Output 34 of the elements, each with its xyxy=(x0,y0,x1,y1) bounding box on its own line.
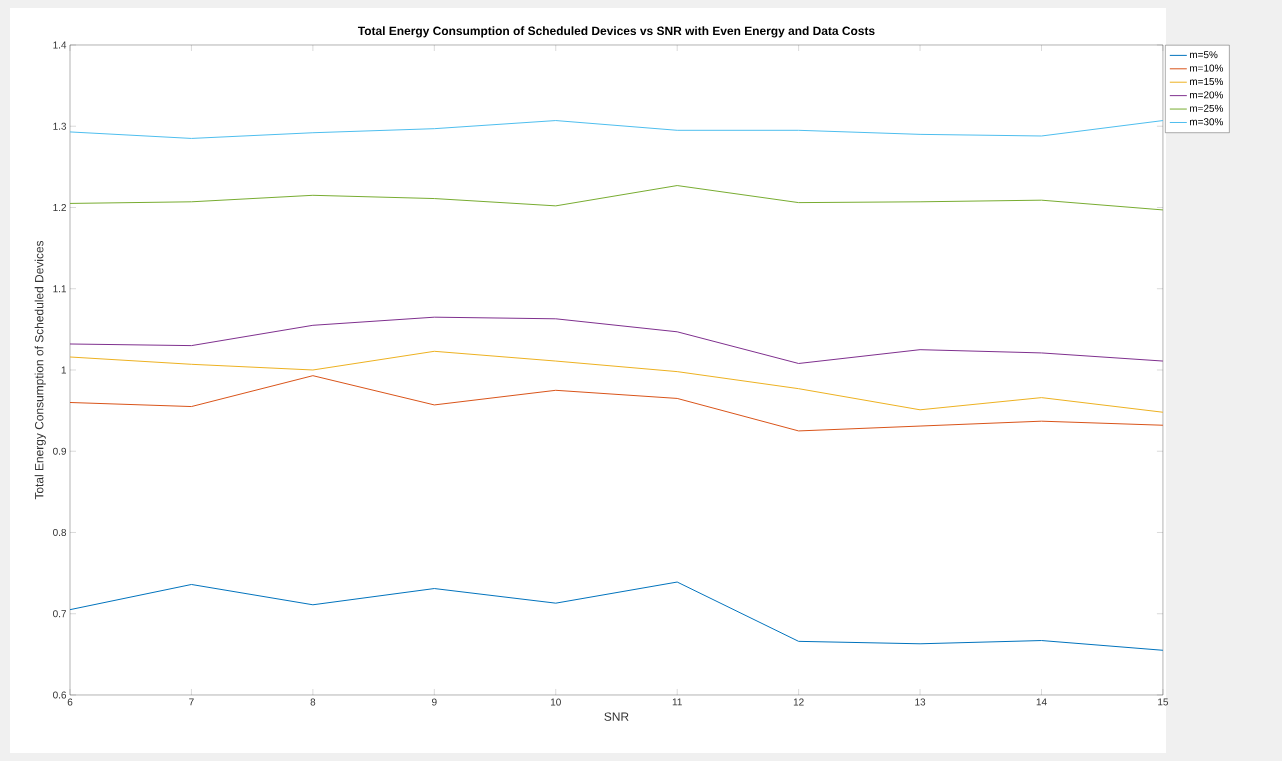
x-tick-label: 13 xyxy=(915,698,926,706)
y-tick-label: 0.7 xyxy=(53,610,66,618)
legend-label: m=30% xyxy=(1189,118,1224,126)
line-series xyxy=(69,185,1164,211)
y-tick-label: 0.9 xyxy=(53,447,67,455)
y-tick-label: 1.2 xyxy=(53,204,66,211)
y-tick-label: 0.8 xyxy=(53,528,67,537)
x-tick-label: 12 xyxy=(793,698,804,706)
line-series xyxy=(69,120,1164,139)
x-tick-label: 8 xyxy=(310,698,316,706)
line-series xyxy=(69,581,1164,651)
x-axis-title: SNR xyxy=(604,712,629,721)
y-tick-label: 1 xyxy=(61,366,67,374)
x-tick-label: 6 xyxy=(67,698,73,706)
legend-label: m=15% xyxy=(1189,78,1224,86)
x-tick-label: 9 xyxy=(432,698,437,706)
x-tick-label: 7 xyxy=(189,698,194,706)
line-series xyxy=(69,316,1164,364)
x-tick-label: 11 xyxy=(672,698,682,706)
x-tick-label: 15 xyxy=(1158,698,1169,706)
y-axis-title: Total Energy Consumption of Scheduled Devices xyxy=(34,240,46,500)
legend-label: m=10% xyxy=(1189,64,1224,72)
legend-label: m=20% xyxy=(1189,91,1224,99)
legend-label: m=25% xyxy=(1189,104,1224,112)
y-tick-label: 1.3 xyxy=(53,122,67,130)
legend-label: m=5% xyxy=(1189,51,1218,59)
line-series xyxy=(69,350,1164,413)
y-tick-label: 1.1 xyxy=(53,285,67,293)
chart-title: Total Energy Consumption of Scheduled Devices vs SNR with Even Energy and Data Costs xyxy=(357,26,875,38)
y-tick-label: 1.4 xyxy=(53,41,67,49)
line-series xyxy=(69,375,1164,432)
x-tick-label: 14 xyxy=(1036,698,1047,706)
y-tick-label: 0.6 xyxy=(53,691,67,699)
x-tick-label: 10 xyxy=(550,698,561,706)
